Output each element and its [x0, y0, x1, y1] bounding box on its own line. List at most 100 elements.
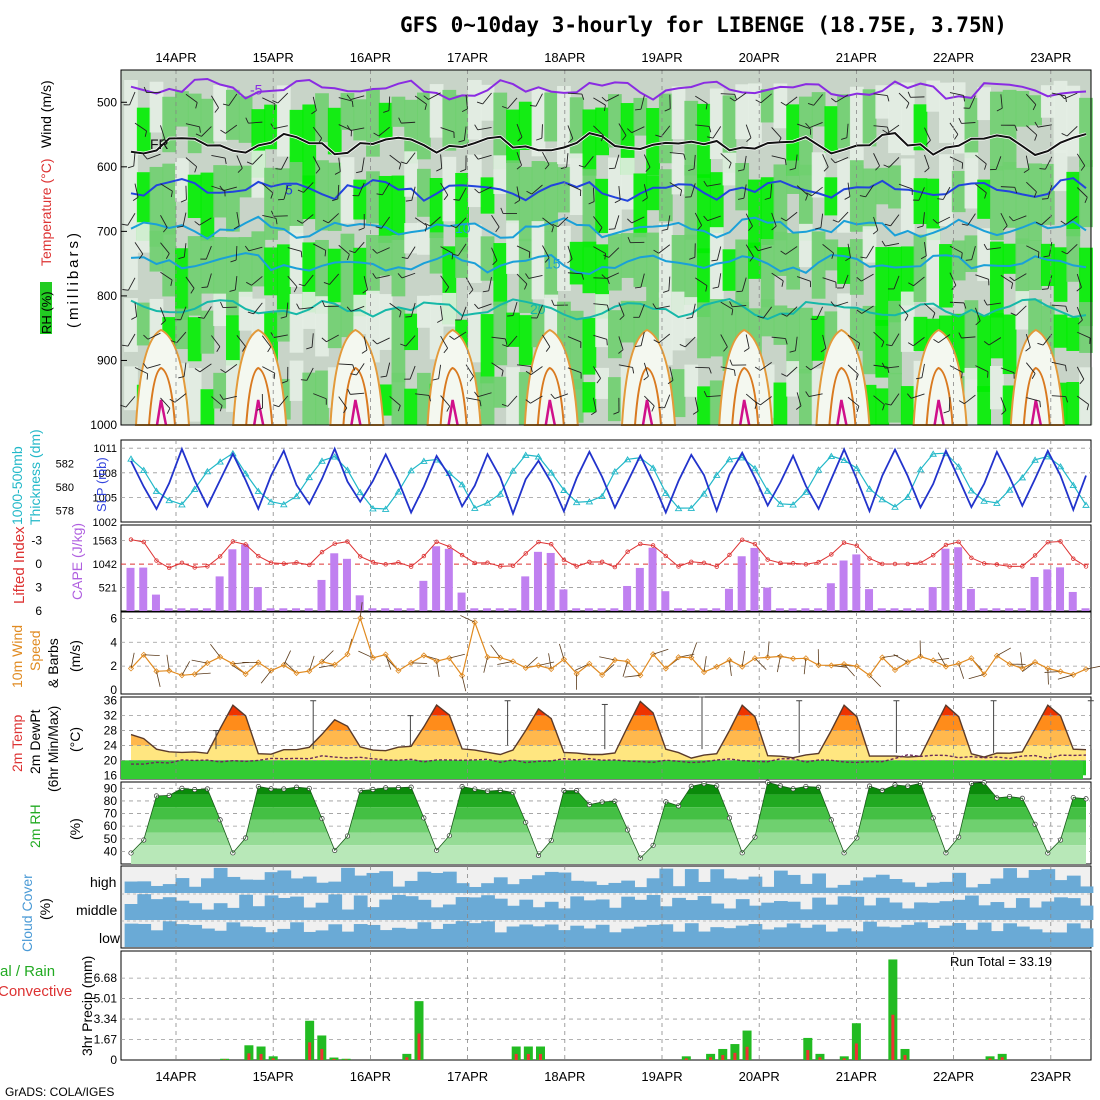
- rh-tick: 70: [104, 807, 118, 821]
- rh-cell: [798, 164, 813, 241]
- wind-barb-flag: [242, 346, 246, 352]
- cloud-cell: [506, 905, 521, 920]
- lifted-index-point: [867, 556, 872, 561]
- wind-barb-flag: [222, 103, 229, 106]
- wind-barb-flag: [679, 344, 686, 348]
- cloud-cell: [137, 923, 152, 947]
- wind-barb: [160, 125, 166, 139]
- cloud-cell: [1028, 907, 1043, 920]
- cape-tick: 1042: [93, 559, 117, 571]
- wind-barb: [1000, 94, 1003, 109]
- wind-barb: [660, 125, 671, 138]
- cloud-cell: [990, 878, 1005, 893]
- wind-barb: [223, 395, 237, 400]
- wind-barb: [706, 183, 721, 187]
- rh-cell: [213, 372, 228, 409]
- wind-barb: [1047, 275, 1053, 289]
- wind-barb-flag: [1065, 396, 1069, 403]
- wind-barb: [658, 244, 671, 254]
- wind-barb: [401, 272, 416, 279]
- wind-barb-flag: [618, 349, 624, 354]
- wind-barb-10m: [538, 661, 555, 666]
- precip-convective-bar: [818, 1057, 822, 1060]
- rh-cell: [378, 235, 393, 276]
- wind-barb-flag: [224, 158, 227, 165]
- wind-barb-flag: [297, 189, 304, 193]
- isotherm-10: [130, 215, 1087, 240]
- date-tick-top: 22APR: [933, 50, 974, 65]
- wind-barb: [834, 301, 849, 307]
- wind-barb: [287, 247, 302, 252]
- wind-barb-10m: [996, 647, 1012, 657]
- cloud-cell: [150, 885, 164, 893]
- run-total-label: Run Total = 33.19: [950, 954, 1052, 969]
- cloud-cell: [251, 906, 266, 920]
- wind-speed-point: [318, 658, 326, 665]
- wind-barb: [816, 306, 824, 320]
- rh-cell: [582, 109, 597, 176]
- rh-cell: [480, 177, 495, 214]
- rh-cell: [607, 310, 622, 359]
- rh-cell: [569, 241, 584, 285]
- rh-cell: [709, 172, 724, 234]
- cape-bar: [393, 608, 402, 611]
- wind-barb: [326, 334, 339, 343]
- rh-cell: [684, 234, 699, 305]
- wind-barb: [1051, 304, 1066, 307]
- wind-barb: [640, 95, 645, 110]
- wind-barb: [329, 273, 340, 285]
- cape-tick: 1563: [93, 535, 117, 547]
- cloud-cell: [735, 899, 750, 920]
- date-tick-top: 20APR: [739, 50, 780, 65]
- precip-total-bar: [803, 1037, 813, 1060]
- rh-cell: [709, 227, 724, 304]
- thickness-point: [343, 466, 352, 473]
- rh-cell: [811, 231, 826, 299]
- cloud-level-high: high: [90, 874, 116, 890]
- rh-cell: [238, 237, 253, 297]
- wind-barb: [1026, 245, 1040, 253]
- wind-barb: [593, 303, 608, 306]
- wind-barb: [964, 394, 976, 405]
- wind-barb: [410, 302, 416, 317]
- thickness-point: [305, 473, 314, 481]
- cloud-cell: [315, 882, 330, 893]
- wind-barb-flag: [1060, 220, 1067, 225]
- precip-total-bar: [985, 1056, 995, 1060]
- rh-cell: [442, 89, 457, 151]
- cloud-cell: [1079, 928, 1094, 947]
- wind-barb-flag: [642, 197, 648, 202]
- wind-barb: [822, 244, 834, 254]
- wind-barb-flag: [635, 108, 642, 111]
- wind-barb-flag: [495, 226, 500, 233]
- wind-barb-flag: [321, 300, 326, 307]
- cloud-cell: [837, 928, 852, 947]
- rh-cell: [302, 372, 317, 425]
- rh-cell: [1015, 238, 1030, 306]
- cloud-cell: [239, 879, 253, 893]
- wind-barb-flag: [588, 201, 595, 205]
- wind-barb: [614, 154, 620, 169]
- rh-cell: [709, 88, 724, 160]
- wind-barb-10m: [283, 650, 291, 666]
- wind-barb-flag: [1065, 306, 1068, 313]
- wind-speed-point: [624, 658, 631, 665]
- wind-barb-flag: [1009, 276, 1015, 282]
- rh-cell: [136, 302, 151, 346]
- temp-unit-label: (°C): [67, 727, 83, 752]
- precip-tick: 0: [110, 1053, 117, 1067]
- wind-barb-flag: [961, 252, 963, 259]
- millibars-label: (millibars): [65, 230, 82, 328]
- precip-total-bar: [317, 1035, 327, 1060]
- cloud-cell: [1066, 923, 1081, 947]
- wind-barb: [488, 276, 492, 291]
- wind-barb-flag: [754, 245, 759, 251]
- wind-barb: [302, 214, 314, 224]
- rh-cell: [671, 369, 686, 418]
- cloud-cell: [672, 897, 686, 920]
- wind-speed-point: [497, 654, 504, 661]
- cape-bar: [521, 576, 530, 611]
- rh-cell: [773, 83, 788, 129]
- cloud-cell: [812, 924, 826, 947]
- wind-barb: [350, 392, 365, 395]
